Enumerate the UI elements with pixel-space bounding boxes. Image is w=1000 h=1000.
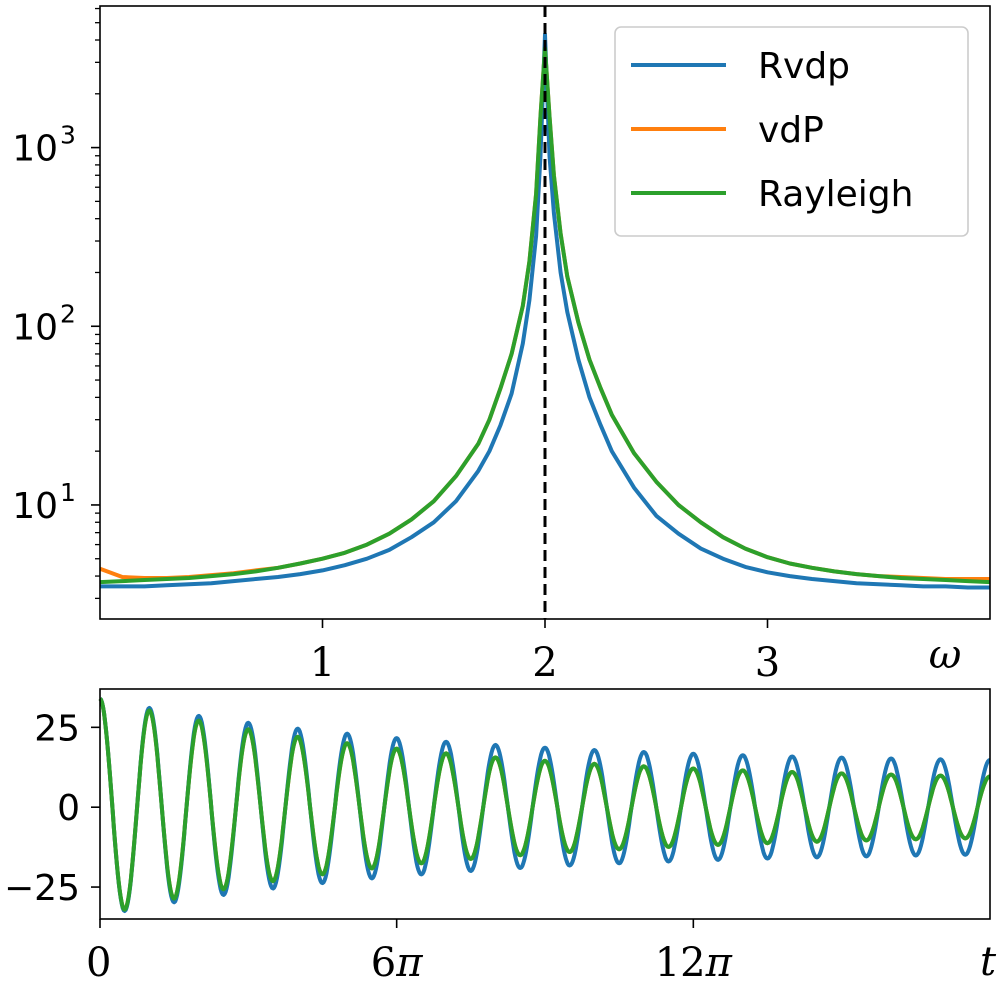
x-tick-label: 1 <box>310 640 335 686</box>
y-tick-label: −25 <box>4 868 80 909</box>
y-tick-label: 10 <box>12 307 58 348</box>
x-tick-label: 3 <box>755 640 780 686</box>
legend-label-vdp: vdP <box>758 110 824 151</box>
time-y-ticks: 25 0 −25 <box>4 708 100 909</box>
x-tick-label: 0 <box>86 940 111 986</box>
x-tick-label: 2 <box>532 640 557 686</box>
time-line-rayleigh <box>98 697 991 912</box>
x-tick-label: 12π <box>655 940 733 986</box>
legend-label-rvdp: Rvdp <box>758 46 850 87</box>
spectrum-x-axis-label: ω <box>929 632 962 678</box>
y-tick-label: 25 <box>34 708 80 749</box>
spectrum-x-ticks: 1 2 3 <box>310 619 780 686</box>
time-x-ticks: 0 6π 12π <box>86 919 733 986</box>
x-tick-label: 6π <box>371 940 423 986</box>
y-tick-label: 10 <box>12 486 58 527</box>
y-tick-exponent: 1 <box>60 478 76 507</box>
time-series-panel: 250−25 0 6π 12π t <box>4 688 997 986</box>
spectrum-line-rvdp <box>100 32 990 590</box>
y-tick-exponent: 2 <box>60 299 76 328</box>
spectrum-y-minor-ticks <box>95 7 100 600</box>
legend: Rvdp vdP Rayleigh <box>614 26 969 237</box>
y-tick-label: 0 <box>57 788 80 829</box>
y-tick-label: 10 <box>12 129 58 170</box>
y-tick-exponent: 3 <box>60 121 76 150</box>
time-x-axis-label: t <box>980 939 997 985</box>
legend-label-rayleigh: Rayleigh <box>758 174 913 215</box>
legend-box <box>614 26 969 237</box>
time-axes-frame <box>99 688 991 920</box>
time-line-vdp <box>98 697 991 912</box>
time-series-group <box>98 697 991 913</box>
time-line-rvdp <box>98 697 991 913</box>
